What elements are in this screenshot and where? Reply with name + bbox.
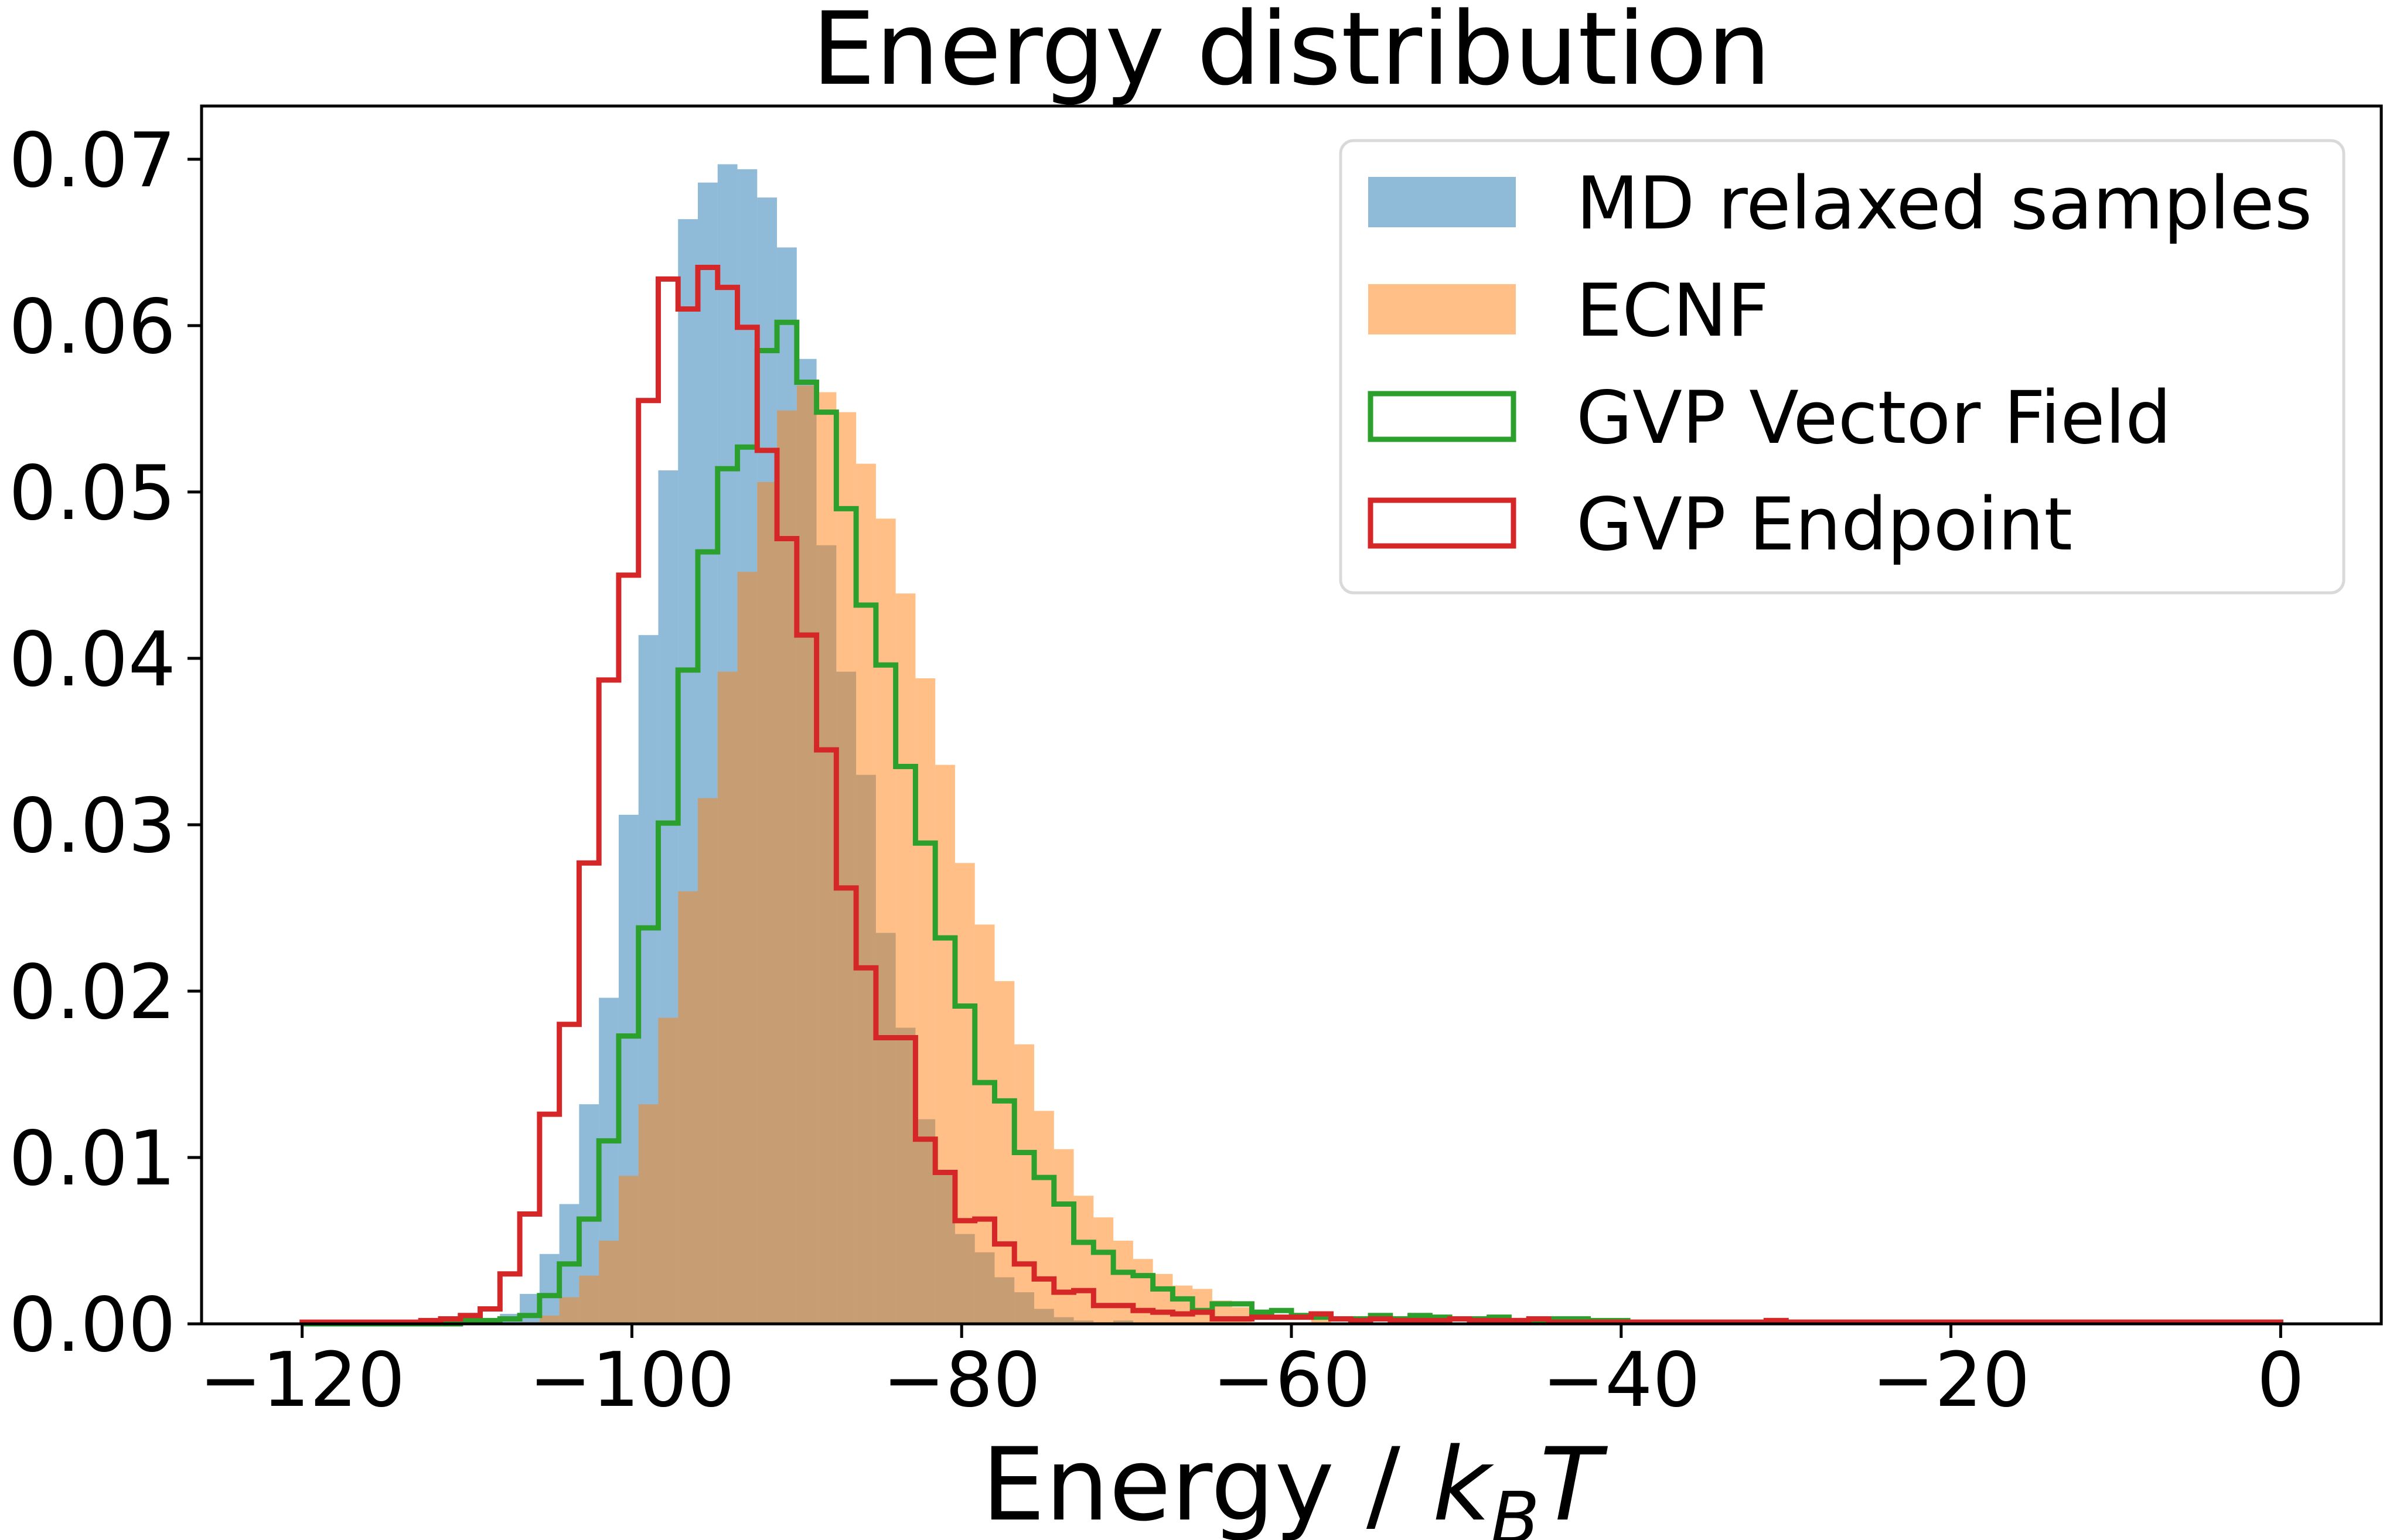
y-tick-label: 0.07 bbox=[9, 117, 176, 204]
x-tick-label: −100 bbox=[529, 1337, 735, 1424]
legend: MD relaxed samples ECNF GVP Vector Field GV… bbox=[1339, 139, 2346, 595]
histogram-bar bbox=[539, 1315, 560, 1324]
histogram-bar bbox=[994, 981, 1015, 1324]
histogram-bar bbox=[717, 671, 738, 1324]
histogram-bar bbox=[658, 1017, 679, 1324]
histogram-bar bbox=[618, 1176, 639, 1324]
histogram-bar bbox=[1113, 1240, 1133, 1324]
legend-entries: MD relaxed samples ECNF GVP Vector Field GV… bbox=[1368, 162, 2312, 567]
histogram-bar bbox=[1034, 1111, 1054, 1324]
legend-entry-ecnf: ECNF bbox=[1368, 269, 1769, 353]
histogram-bar bbox=[1153, 1273, 1173, 1324]
histogram-bar bbox=[520, 1293, 540, 1324]
x-tick-label: 0 bbox=[2257, 1337, 2304, 1424]
histogram-bar bbox=[875, 518, 896, 1324]
histogram-bar bbox=[757, 482, 778, 1324]
legend-swatch bbox=[1368, 177, 1516, 227]
histogram-bar bbox=[1073, 1196, 1094, 1324]
histogram-bar bbox=[559, 1297, 579, 1324]
legend-swatch bbox=[1368, 284, 1516, 334]
gvp-endpoint-step-line bbox=[299, 264, 2283, 1325]
histogram-bar bbox=[678, 891, 698, 1324]
y-tick-label: 0.01 bbox=[9, 1115, 176, 1203]
legend-frame bbox=[1339, 139, 2346, 595]
histogram-bar bbox=[836, 412, 857, 1324]
x-axis-label-subscript: B bbox=[1491, 1477, 1540, 1540]
histogram-bar bbox=[1133, 1259, 1153, 1324]
histogram-bar bbox=[974, 924, 995, 1324]
histogram-bar bbox=[737, 572, 758, 1324]
legend-entry-gvp-endpoint: GVP Endpoint bbox=[1368, 483, 2072, 567]
histogram-bar bbox=[816, 392, 837, 1324]
x-axis-label-main: Energy / bbox=[981, 1426, 1432, 1540]
x-axis-label-T: T bbox=[1540, 1426, 1608, 1540]
x-tick-label: −40 bbox=[1542, 1337, 1700, 1424]
y-tick-label: 0.00 bbox=[9, 1282, 176, 1369]
x-tick-label: −80 bbox=[882, 1337, 1041, 1424]
legend-entry-md-relaxed-samples: MD relaxed samples bbox=[1368, 162, 2312, 246]
histogram-bar bbox=[539, 1254, 560, 1324]
x-axis-label: Energy / kBT bbox=[981, 1426, 1608, 1540]
ecnf-bars bbox=[520, 385, 1331, 1324]
y-tick-label: 0.03 bbox=[9, 783, 176, 870]
histogram-bar bbox=[915, 678, 936, 1324]
histogram-bar bbox=[796, 385, 817, 1324]
histogram-bar bbox=[856, 463, 876, 1324]
y-tick-label: 0.06 bbox=[9, 284, 176, 371]
histogram-bars bbox=[460, 164, 1331, 1324]
histogram-bar bbox=[638, 1104, 659, 1324]
x-axis-ticks: −120 −100 −80 −60 −40 −20 0 bbox=[199, 1324, 2304, 1424]
histogram-bar bbox=[1172, 1285, 1193, 1324]
histogram-bar bbox=[697, 798, 718, 1324]
y-tick-label: 0.04 bbox=[9, 616, 176, 704]
x-axis-label-k: k bbox=[1433, 1426, 1495, 1540]
histogram-bar bbox=[1054, 1149, 1074, 1324]
histogram-bar bbox=[895, 593, 916, 1324]
histogram-bar bbox=[599, 1240, 619, 1324]
legend-label: GVP Vector Field bbox=[1576, 376, 2171, 460]
histogram-steps bbox=[299, 264, 2283, 1327]
x-tick-label: −120 bbox=[199, 1337, 405, 1424]
y-tick-label: 0.05 bbox=[9, 450, 176, 537]
x-tick-label: −60 bbox=[1212, 1337, 1371, 1424]
histogram-bar bbox=[1014, 1044, 1035, 1324]
x-tick-label: −20 bbox=[1872, 1337, 2030, 1424]
y-tick-label: 0.02 bbox=[9, 949, 176, 1036]
legend-label: GVP Endpoint bbox=[1576, 483, 2072, 567]
histogram-bar bbox=[777, 410, 797, 1324]
legend-swatch bbox=[1368, 497, 1516, 549]
chart-title: Energy distribution bbox=[812, 0, 1771, 108]
histogram-bar bbox=[1311, 1319, 1331, 1324]
legend-label: MD relaxed samples bbox=[1576, 162, 2312, 246]
histogram-bar bbox=[1192, 1289, 1212, 1324]
legend-label: ECNF bbox=[1576, 269, 1769, 353]
histogram-bar bbox=[954, 863, 975, 1324]
histogram-bar bbox=[935, 764, 955, 1324]
legend-swatch bbox=[1368, 391, 1516, 442]
y-axis-ticks: 0.00 0.01 0.02 0.03 0.04 0.05 0.06 0.07 bbox=[9, 117, 202, 1369]
histogram-bar bbox=[579, 1275, 599, 1324]
legend-entry-gvp-vector-field: GVP Vector Field bbox=[1368, 376, 2171, 460]
